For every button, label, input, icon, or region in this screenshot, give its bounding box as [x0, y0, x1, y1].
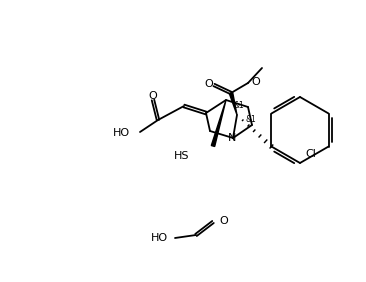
- Text: O: O: [205, 79, 213, 89]
- Text: &1: &1: [233, 100, 244, 109]
- Text: &1: &1: [246, 116, 257, 124]
- Polygon shape: [211, 100, 226, 146]
- Text: O: O: [149, 91, 157, 101]
- Text: Cl: Cl: [305, 149, 316, 159]
- Text: HS: HS: [173, 151, 189, 161]
- Text: O: O: [251, 77, 260, 87]
- Text: HO: HO: [113, 128, 130, 138]
- Polygon shape: [229, 92, 237, 115]
- Text: N: N: [228, 133, 236, 143]
- Text: HO: HO: [151, 233, 168, 243]
- Text: O: O: [219, 216, 228, 226]
